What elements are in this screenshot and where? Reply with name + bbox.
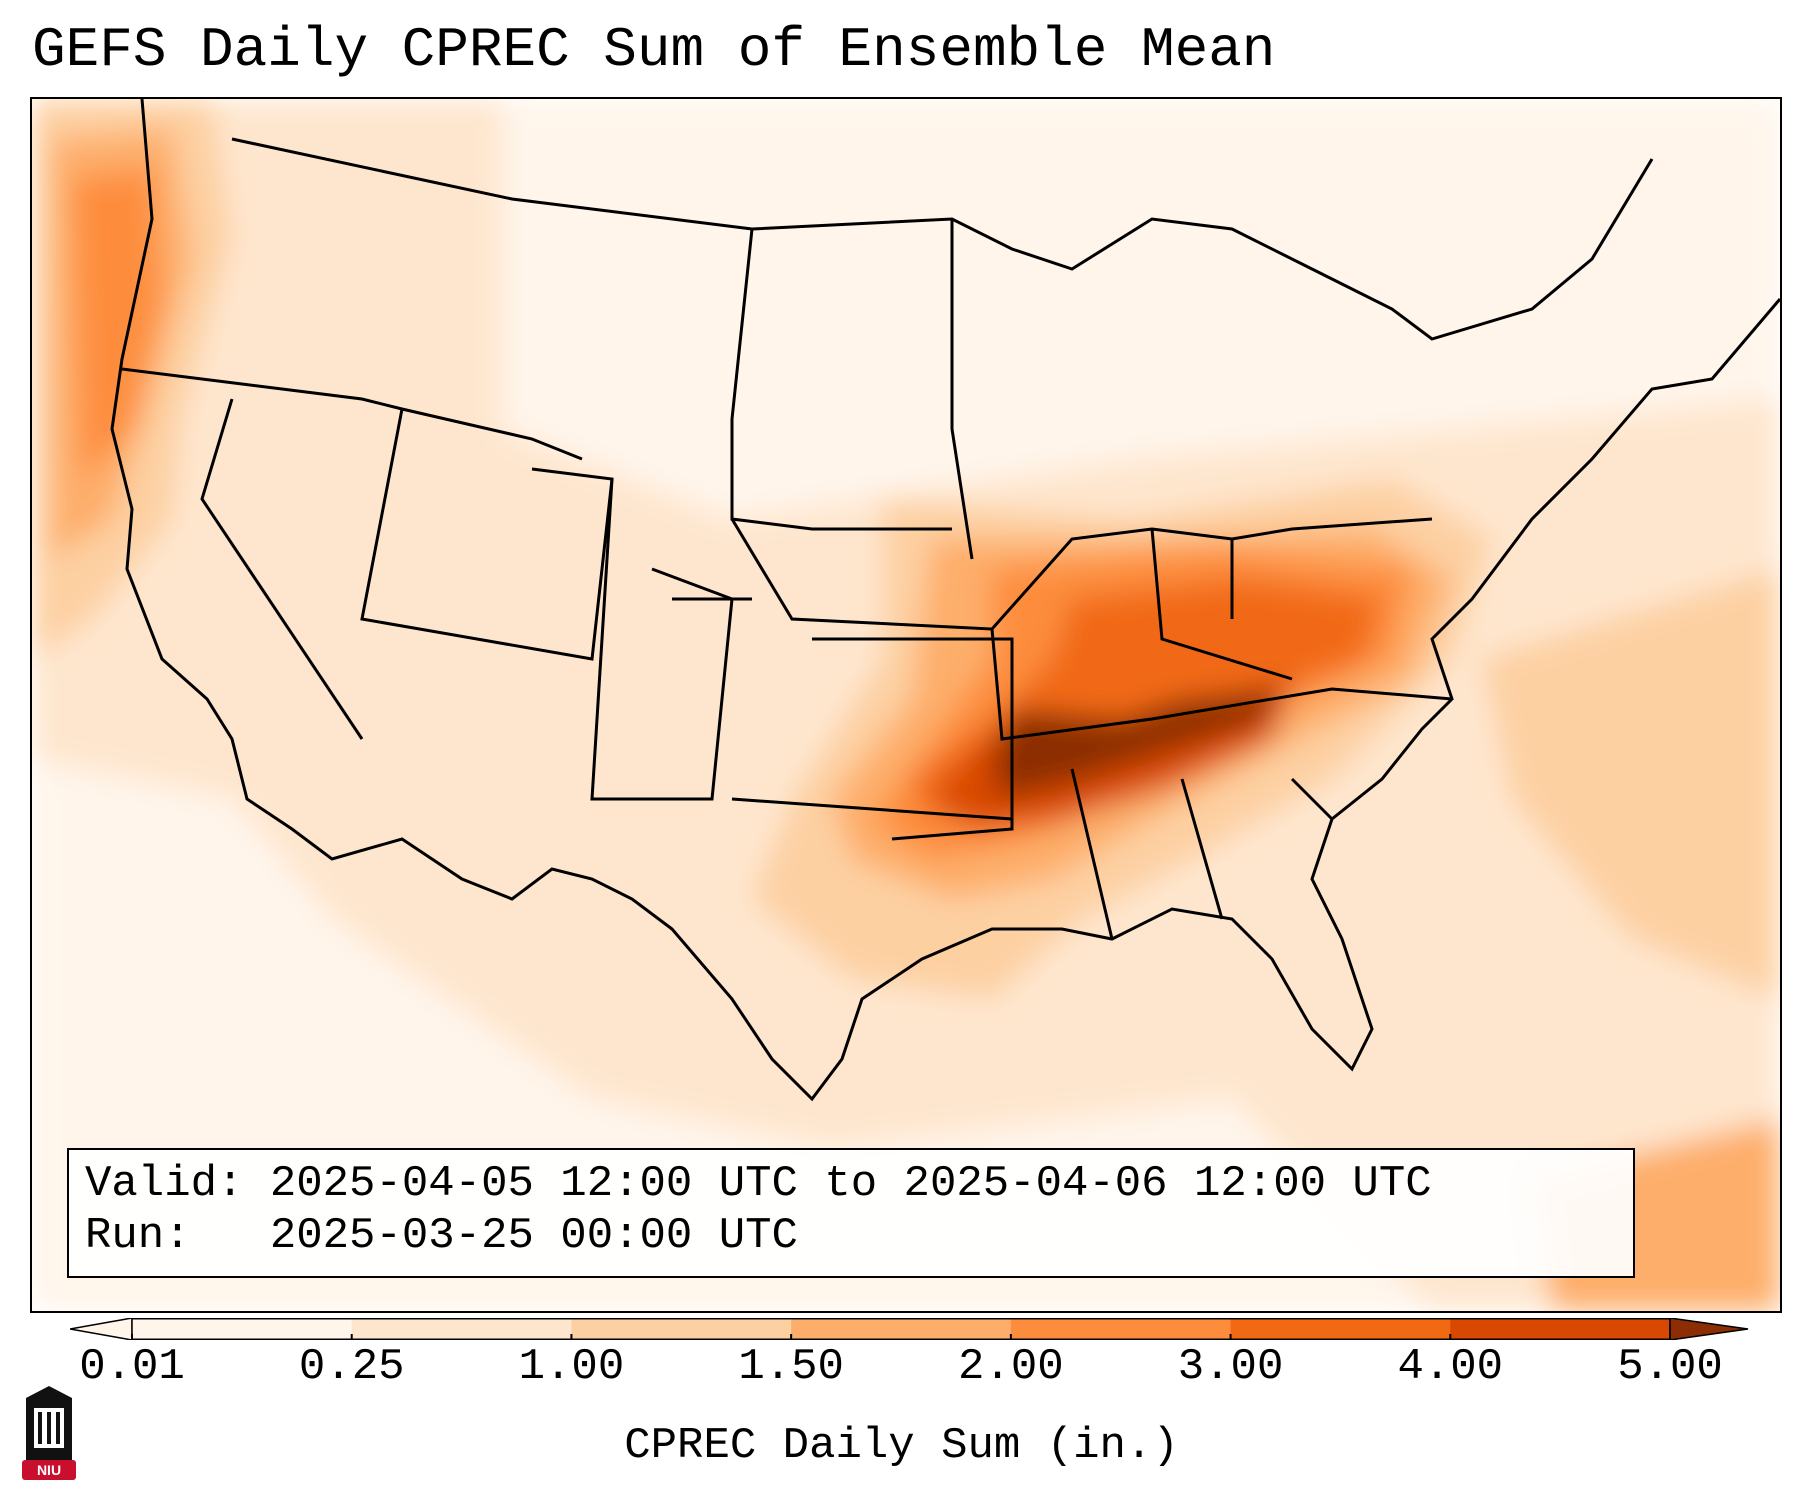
run-value: 2025-03-25 00:00 UTC: [269, 1211, 798, 1261]
colorbar-over-extension: [1669, 1318, 1749, 1340]
colorbar-segment: [1450, 1318, 1671, 1340]
logo-text: NIU: [37, 1462, 61, 1478]
colorbar-tick-label: 0.01: [79, 1342, 185, 1392]
colorbar-segment: [791, 1318, 1012, 1340]
precip-field: [32, 99, 1780, 1311]
valid-line: Valid: 2025-04-05 12:00 UTC to 2025-04-0…: [85, 1158, 1432, 1210]
colorbar-under-extension: [70, 1318, 133, 1340]
state-borders: [110, 99, 1780, 1102]
colorbar-tick-label: 2.00: [958, 1342, 1064, 1392]
map-title: GEFS Daily CPREC Sum of Ensemble Mean: [32, 18, 1276, 82]
colorbar-segment: [1230, 1318, 1451, 1340]
colorbar-tick-label: 1.00: [518, 1342, 625, 1392]
colorbar-segment: [571, 1318, 792, 1340]
run-line: Run: 2025-03-25 00:00 UTC: [85, 1210, 798, 1262]
niu-logo: NIU: [22, 1386, 76, 1480]
colorbar-label: CPREC Daily Sum (in.): [624, 1421, 1179, 1471]
colorbar-tick-label: 4.00: [1397, 1342, 1504, 1392]
valid-label: Valid:: [85, 1159, 244, 1209]
colorbar-tick-label: 0.25: [298, 1342, 405, 1392]
info-box: Valid: 2025-04-05 12:00 UTC to 2025-04-0…: [67, 1148, 1635, 1278]
precip-map: [30, 97, 1782, 1313]
colorbar-segment: [351, 1318, 572, 1340]
colorbar-tick-label: 1.50: [738, 1342, 844, 1392]
run-label: Run:: [85, 1211, 191, 1261]
colorbar-segment: [1010, 1318, 1232, 1340]
valid-value: 2025-04-05 12:00 UTC to 2025-04-06 12:00…: [269, 1159, 1432, 1209]
colorbar-tick-label: 3.00: [1177, 1342, 1284, 1392]
colorbar: [70, 1318, 1749, 1340]
colorbar-segment: [132, 1318, 353, 1340]
colorbar-tick-label: 5.00: [1617, 1342, 1723, 1392]
